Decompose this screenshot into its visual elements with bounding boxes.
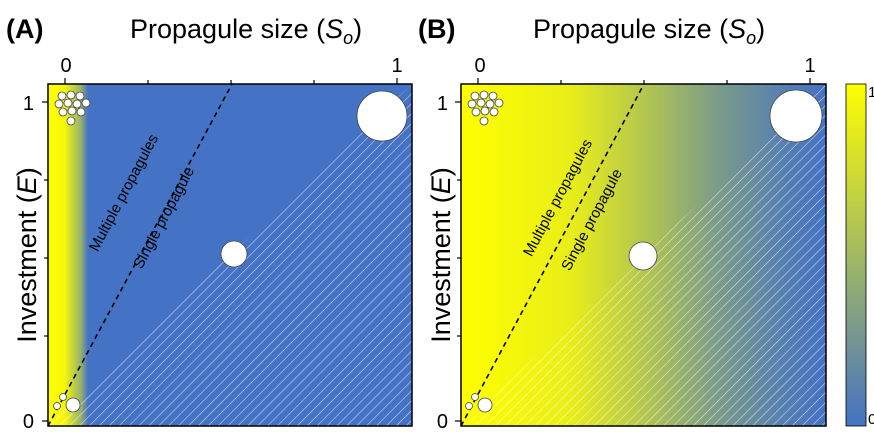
propagule-large-a <box>356 90 408 142</box>
y-axis-title-b: Investment (E) <box>426 167 456 343</box>
plot-frame-a <box>47 83 413 427</box>
propagule-small <box>488 91 498 101</box>
x-tick-label-1-a: 1 <box>391 55 402 77</box>
propagule-small <box>489 107 499 117</box>
colorbar-gradient <box>845 83 867 427</box>
ticks-b <box>455 78 811 422</box>
panel-label-a: (A) <box>6 14 43 44</box>
propagule-small <box>81 98 91 108</box>
propagule-tiny <box>59 393 67 401</box>
propagule-tiny <box>53 402 61 410</box>
propagule-small <box>66 116 76 126</box>
panel-b: (B) Propagule size (So) Investment (E) M… <box>418 14 827 432</box>
y-tick-label-0-b: 0 <box>437 411 448 432</box>
propagule-large-b <box>769 89 823 143</box>
panel-label-b: (B) <box>418 14 455 44</box>
propagule-medium-b <box>628 241 658 271</box>
propagule-small-single <box>477 397 493 413</box>
colorbar-min-label: 0 <box>868 411 874 428</box>
propagule-small-single <box>65 397 81 413</box>
propagule-low-a <box>53 393 81 413</box>
propagule-small <box>476 98 486 108</box>
propagule-small <box>480 106 490 116</box>
propagule-small <box>479 90 489 100</box>
y-axis-title-a: Investment (E) <box>12 167 42 343</box>
propagule-cluster-b <box>467 90 504 126</box>
propagule-low-b <box>465 393 493 413</box>
x-tick-label-0-b: 0 <box>474 55 485 77</box>
propagule-small <box>63 98 73 108</box>
propagule-small <box>471 107 481 117</box>
panel-a: (A) Propagule size (So) Investment (E) M… <box>6 14 413 432</box>
propagule-small <box>75 91 85 101</box>
propagule-small <box>494 98 504 108</box>
x-tick-label-0-a: 0 <box>60 55 71 77</box>
propagule-small <box>467 99 477 109</box>
propagule-tiny <box>471 393 479 401</box>
y-tick-label-1-a: 1 <box>23 93 34 115</box>
colorbar-max-label: 1 <box>868 84 874 101</box>
propagule-small <box>470 91 480 101</box>
propagule-tiny <box>465 402 473 410</box>
propagule-small <box>57 91 67 101</box>
x-tick-label-1-b: 1 <box>804 55 815 77</box>
propagule-small <box>76 107 86 117</box>
colorbar: 1 0 <box>845 83 874 428</box>
propagule-medium-a <box>220 240 248 268</box>
propagule-small <box>54 99 64 109</box>
y-tick-label-1-b: 1 <box>437 93 448 115</box>
y-tick-label-0-a: 0 <box>23 411 34 432</box>
x-axis-title-b: Propagule size (So) <box>533 14 765 48</box>
propagule-cluster-a <box>54 90 91 126</box>
propagule-small <box>479 116 489 126</box>
boundary-line-b <box>460 83 645 427</box>
propagule-small <box>66 90 76 100</box>
ticks-a <box>42 78 398 422</box>
propagule-small <box>67 106 77 116</box>
propagule-small <box>58 107 68 117</box>
boundary-line-a <box>47 83 233 427</box>
propagule-small <box>72 99 82 109</box>
propagule-small <box>485 99 495 109</box>
x-axis-title-a: Propagule size (So) <box>130 14 362 48</box>
